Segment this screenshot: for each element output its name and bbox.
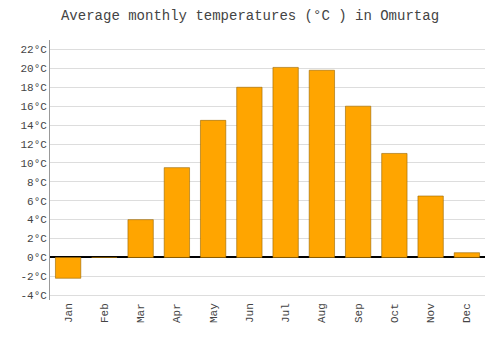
svg-text:16°C: 16°C (20, 101, 47, 113)
svg-text:Jan: Jan (63, 303, 75, 323)
svg-text:2°C: 2°C (27, 233, 47, 245)
svg-text:Feb: Feb (99, 303, 111, 323)
svg-text:Apr: Apr (171, 303, 183, 323)
svg-text:-4°C: -4°C (20, 290, 47, 302)
svg-text:4°C: 4°C (27, 214, 47, 226)
svg-text:6°C: 6°C (27, 196, 47, 208)
svg-text:Aug: Aug (316, 303, 328, 323)
svg-text:Average monthly temperatures (: Average monthly temperatures (°C ) in Om… (61, 8, 439, 24)
svg-text:Mar: Mar (135, 303, 147, 323)
svg-text:Jun: Jun (244, 303, 256, 323)
svg-text:Oct: Oct (389, 303, 401, 323)
svg-text:22°C: 22°C (20, 44, 47, 56)
svg-text:20°C: 20°C (20, 63, 47, 75)
svg-text:10°C: 10°C (20, 158, 47, 170)
svg-text:May: May (208, 303, 220, 323)
svg-text:8°C: 8°C (27, 177, 47, 189)
svg-text:Sep: Sep (353, 303, 365, 323)
svg-text:Nov: Nov (425, 303, 437, 323)
svg-text:14°C: 14°C (20, 120, 47, 132)
svg-text:18°C: 18°C (20, 82, 47, 94)
svg-text:0°C: 0°C (27, 252, 47, 264)
svg-text:Jul: Jul (280, 303, 292, 323)
svg-text:-2°C: -2°C (20, 271, 47, 283)
svg-text:12°C: 12°C (20, 139, 47, 151)
svg-text:Dec: Dec (461, 303, 473, 323)
